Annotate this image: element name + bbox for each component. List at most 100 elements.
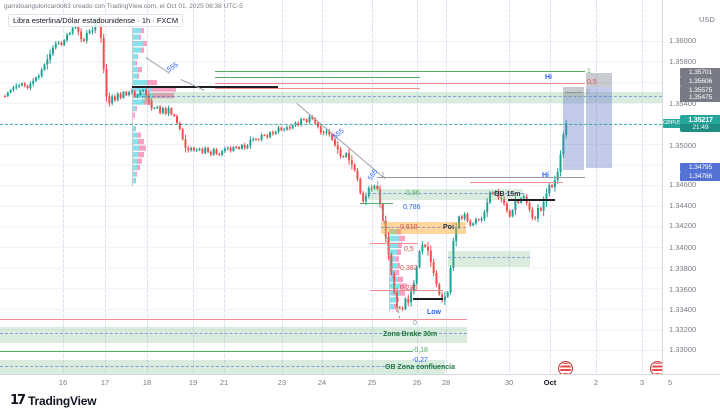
fib1-level-0-382[interactable]: 0,382: [400, 265, 418, 272]
price-tick: 1.35800: [669, 57, 697, 66]
ob-zona-confluencia-zone[interactable]: [0, 360, 445, 374]
tradingview-logo[interactable]: 17 TradingView: [10, 393, 97, 408]
low-label[interactable]: Low: [427, 309, 441, 316]
support-line-red-bottom[interactable]: [0, 319, 467, 321]
time-tick: 19: [188, 378, 198, 387]
fib2-line-0-5[interactable]: [215, 82, 585, 84]
price-tick: 1.34400: [669, 201, 697, 210]
price-axis[interactable]: USD GBPUSD 1.35217 21:49 1.36000 1.35800 1…: [662, 0, 720, 374]
high-line-red[interactable]: [470, 182, 563, 183]
fib2-level-0[interactable]: 0: [586, 89, 590, 96]
zona-brake-label[interactable]: Zona Brake 30m: [383, 331, 438, 338]
hi-label-mid[interactable]: Hi: [542, 172, 549, 179]
ob-15m-zone[interactable]: [368, 189, 523, 200]
time-tick: 3: [639, 378, 645, 387]
price-tick: 1.34000: [669, 243, 697, 252]
supply-line-green-2[interactable]: [215, 76, 420, 78]
price-tick: 1.33400: [669, 305, 697, 314]
trendline-main[interactable]: [296, 103, 385, 179]
fib1-level-neg-0-18[interactable]: -0,18: [412, 347, 428, 354]
fib1-line-1[interactable]: [377, 176, 585, 178]
symbol-legend[interactable]: Libra esterlina/Dólar estadounidense · 1…: [8, 14, 184, 27]
price-tick: 1.35400: [669, 99, 697, 108]
poi-zone[interactable]: [381, 222, 466, 234]
low-breaker-line[interactable]: [413, 298, 443, 300]
time-tick: 21: [219, 378, 229, 387]
demand-zone-mid[interactable]: [448, 251, 530, 267]
fib1-level-1[interactable]: 1: [381, 172, 385, 179]
price-tick: 1.33000: [669, 345, 697, 354]
time-tick: 30: [504, 378, 514, 387]
poi-label[interactable]: Poi: [443, 224, 454, 231]
fib1-level-0-786[interactable]: 0,786: [403, 204, 421, 211]
price-tick: 1.34200: [669, 221, 697, 230]
support-line-green-bottom[interactable]: [0, 351, 413, 352]
equal-highs-line[interactable]: [508, 199, 555, 201]
time-axis[interactable]: 16 17 18 19 21 23 24 25 26 28 30 Oct 2 3 5: [0, 374, 720, 392]
time-tick: 18: [142, 378, 152, 387]
price-level-badge: 1.35701: [680, 68, 720, 77]
position-box-1-blue[interactable]: [563, 97, 584, 170]
position-box-2-gray[interactable]: [586, 73, 612, 87]
zona-brake-30m-zone-midline: [0, 333, 467, 334]
trendline-small-2[interactable]: [180, 79, 205, 91]
position-box-2-blue[interactable]: [586, 87, 612, 168]
tradingview-logo-text: TradingView: [28, 393, 97, 408]
price-tick: 1.36000: [669, 36, 697, 45]
price-level-badge: 1.35575: [680, 85, 720, 95]
price-tick: 1.35000: [669, 141, 697, 150]
fib1-level-0[interactable]: 0: [413, 320, 417, 327]
minor-line-red-2[interactable]: [370, 290, 443, 291]
fib1-level-0-236[interactable]: 0,236: [400, 285, 418, 292]
chart-plot[interactable]: 1 0,86 0,786 0,618 0,5 0,382 0,236 0 -0,18 -0,27 1…: [0, 0, 662, 374]
ob-15m-label[interactable]: OB 15m: [494, 191, 521, 198]
fib2-level-0-5[interactable]: 0,5: [587, 79, 597, 86]
price-tick: 1.33200: [669, 325, 697, 334]
footer: 17 TradingView: [0, 391, 720, 412]
time-tick: 23: [277, 378, 287, 387]
time-tick: 24: [317, 378, 327, 387]
time-tick: 25: [367, 378, 377, 387]
last-price-value: 1.35217: [680, 115, 720, 124]
position-box-1-gray[interactable]: [563, 87, 584, 97]
time-tick: 28: [441, 378, 451, 387]
fib2-level-1[interactable]: 1: [587, 68, 591, 75]
price-tick: 1.34600: [669, 180, 697, 189]
minor-line-red-1[interactable]: [370, 242, 418, 244]
price-level-badge: 1.34795: [680, 163, 720, 172]
attribution-bar: garridoanguloricardo63 creado con Tradin…: [4, 3, 243, 10]
trend-555-label-1[interactable]: 555: [166, 61, 180, 74]
fib1-level-0-5[interactable]: 0,5: [404, 246, 414, 253]
ob-zona-confluencia-zone-midline: [0, 366, 445, 367]
fib2-line-0[interactable]: [565, 91, 583, 93]
last-price-badge: 1.35217 21:49: [680, 115, 720, 132]
us-flag-event-icon-1[interactable]: [558, 361, 573, 374]
price-level-badge: 1.35606: [680, 77, 720, 86]
fib1-level-0-86[interactable]: 0,86: [406, 190, 420, 197]
breaker-line-top[interactable]: [132, 86, 278, 88]
time-tick: 16: [58, 378, 68, 387]
time-tick: Oct: [543, 378, 557, 387]
hi-label-top[interactable]: Hi: [545, 74, 552, 81]
drawing-overlays: 1 0,86 0,786 0,618 0,5 0,382 0,236 0 -0,18 -0,27 1…: [0, 57, 662, 374]
supply-zone-top[interactable]: [142, 92, 662, 103]
us-flag-event-icon-2[interactable]: [650, 361, 662, 374]
ob-confluencia-label[interactable]: OB Zona confluencia: [385, 364, 456, 371]
candlestick-canvas[interactable]: [0, 0, 662, 374]
poi-zone-midline: [381, 227, 466, 228]
minor-line-green[interactable]: [360, 202, 393, 204]
fib1-level-0-618[interactable]: 0,618: [400, 224, 418, 231]
fib2-line-1[interactable]: [215, 70, 585, 72]
current-price-line: [0, 123, 662, 125]
time-tick: 17: [100, 378, 110, 387]
fib1-level-neg-0-27[interactable]: -0,27: [412, 357, 428, 364]
symbol-chip: GBPUSD: [663, 119, 686, 128]
zona-brake-30m-zone[interactable]: [0, 327, 467, 343]
price-tick: 1.33600: [669, 285, 697, 294]
trendline-small-1[interactable]: [145, 57, 170, 74]
trend-555-label-2[interactable]: 555: [332, 127, 346, 141]
time-tick: 2: [593, 378, 599, 387]
supply-line-red-2[interactable]: [215, 88, 420, 89]
tradingview-logo-mark: 17: [10, 393, 26, 408]
